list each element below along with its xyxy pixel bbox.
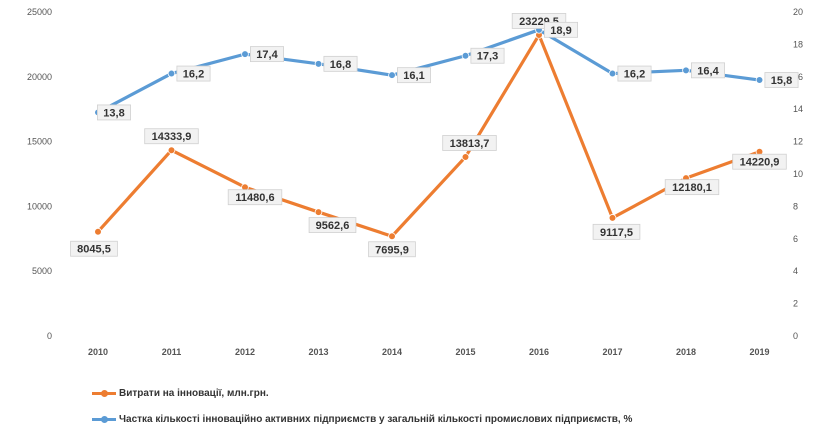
x-tick-label: 2018 (676, 347, 696, 357)
data-label: 16,8 (330, 59, 351, 71)
data-point (755, 76, 764, 84)
data-point (167, 146, 176, 155)
data-label: 7695,9 (375, 244, 409, 256)
x-tick-label: 2016 (529, 347, 549, 357)
data-label: 9117,5 (600, 227, 633, 239)
data-point (682, 66, 690, 75)
data-point (461, 153, 470, 161)
right-tick-label: 18 (793, 39, 803, 49)
data-label: 8045,5 (77, 244, 111, 256)
data-label-box (396, 67, 431, 84)
data-point (241, 50, 249, 58)
x-tick-label: 2019 (749, 347, 769, 357)
right-tick-label: 12 (793, 137, 803, 147)
data-label-box (592, 223, 641, 240)
data-label-box (176, 65, 211, 82)
data-label: 18,9 (550, 25, 571, 37)
data-label-box (617, 65, 652, 82)
data-label: 13,8 (103, 107, 124, 119)
data-label-box (323, 55, 358, 72)
data-label-box (70, 240, 118, 257)
data-label: 16,1 (403, 70, 424, 82)
left-tick-label: 5000 (32, 266, 52, 276)
data-label-box (691, 62, 726, 79)
data-label-box (368, 241, 416, 258)
x-tick-label: 2012 (235, 347, 255, 357)
data-labels: 8045,514333,911480,69562,67695,913813,72… (70, 13, 799, 258)
legend-item-spending: Витрати на інновації, млн.грн. (92, 388, 269, 399)
series-line-0 (96, 33, 761, 238)
data-label-box (97, 104, 132, 121)
legend-swatch-orange (92, 390, 116, 397)
legend-label-share: Частка кількості інноваційно активних пі… (119, 414, 633, 425)
data-point (461, 51, 470, 60)
data-point (314, 60, 323, 68)
x-tick-label: 2017 (602, 347, 622, 357)
data-label: 17,4 (256, 49, 278, 61)
data-label: 9562,6 (316, 220, 350, 232)
data-label-box (227, 189, 283, 206)
data-point (608, 69, 617, 78)
x-tick-label: 2011 (162, 347, 182, 357)
data-label: 17,3 (477, 51, 498, 63)
left-tick-label: 10000 (27, 201, 52, 211)
data-point (167, 69, 176, 78)
right-tick-label: 10 (793, 169, 803, 179)
right-tick-label: 14 (793, 104, 803, 114)
data-point (94, 227, 102, 236)
data-label: 15,8 (771, 75, 792, 87)
right-tick-label: 8 (793, 201, 798, 211)
right-tick-label: 0 (793, 331, 798, 341)
legend-label-spending: Витрати на інновації, млн.грн. (119, 388, 269, 399)
x-axis-ticks: 2010 2011 2012 2013 2014 2015 2016 2017 2018 2019 (88, 347, 770, 357)
x-tick-label: 2013 (308, 347, 328, 357)
data-label-box (664, 179, 720, 196)
data-point (388, 71, 396, 79)
data-label-box (544, 21, 579, 38)
legend-item-share: Частка кількості інноваційно активних пі… (92, 414, 632, 425)
data-point (388, 232, 396, 241)
data-label: 11480,6 (235, 192, 274, 204)
data-label: 14333,9 (152, 131, 192, 143)
data-label: 14220,9 (740, 157, 780, 169)
right-tick-label: 20 (793, 7, 803, 17)
x-tick-label: 2014 (382, 347, 402, 357)
left-axis-ticks: 0 5000 10000 15000 20000 25000 (27, 7, 52, 341)
left-tick-label: 0 (47, 331, 52, 341)
data-label-box (764, 72, 799, 88)
right-axis-ticks: 02468101214161820 (793, 7, 803, 341)
legend-swatch-blue (92, 416, 116, 423)
right-tick-label: 6 (793, 234, 798, 244)
data-label: 12180,1 (672, 182, 712, 194)
right-tick-label: 2 (793, 299, 798, 309)
x-tick-label: 2015 (455, 347, 475, 357)
data-label: 16,2 (183, 69, 204, 81)
right-tick-label: 4 (793, 266, 798, 276)
data-label-box (470, 47, 505, 64)
data-label: 16,4 (697, 65, 719, 77)
left-tick-label: 20000 (27, 72, 52, 82)
data-label: 16,2 (624, 69, 645, 81)
data-label-box (308, 217, 357, 233)
x-tick-label: 2010 (88, 347, 108, 357)
left-tick-label: 15000 (27, 137, 52, 147)
data-point (314, 208, 323, 216)
data-label-box (144, 128, 199, 145)
data-label-box (442, 135, 497, 151)
data-point (608, 214, 617, 222)
data-label-box (249, 46, 284, 63)
left-tick-label: 25000 (27, 7, 52, 17)
data-label-box (732, 153, 787, 170)
data-label: 13813,7 (450, 138, 490, 150)
